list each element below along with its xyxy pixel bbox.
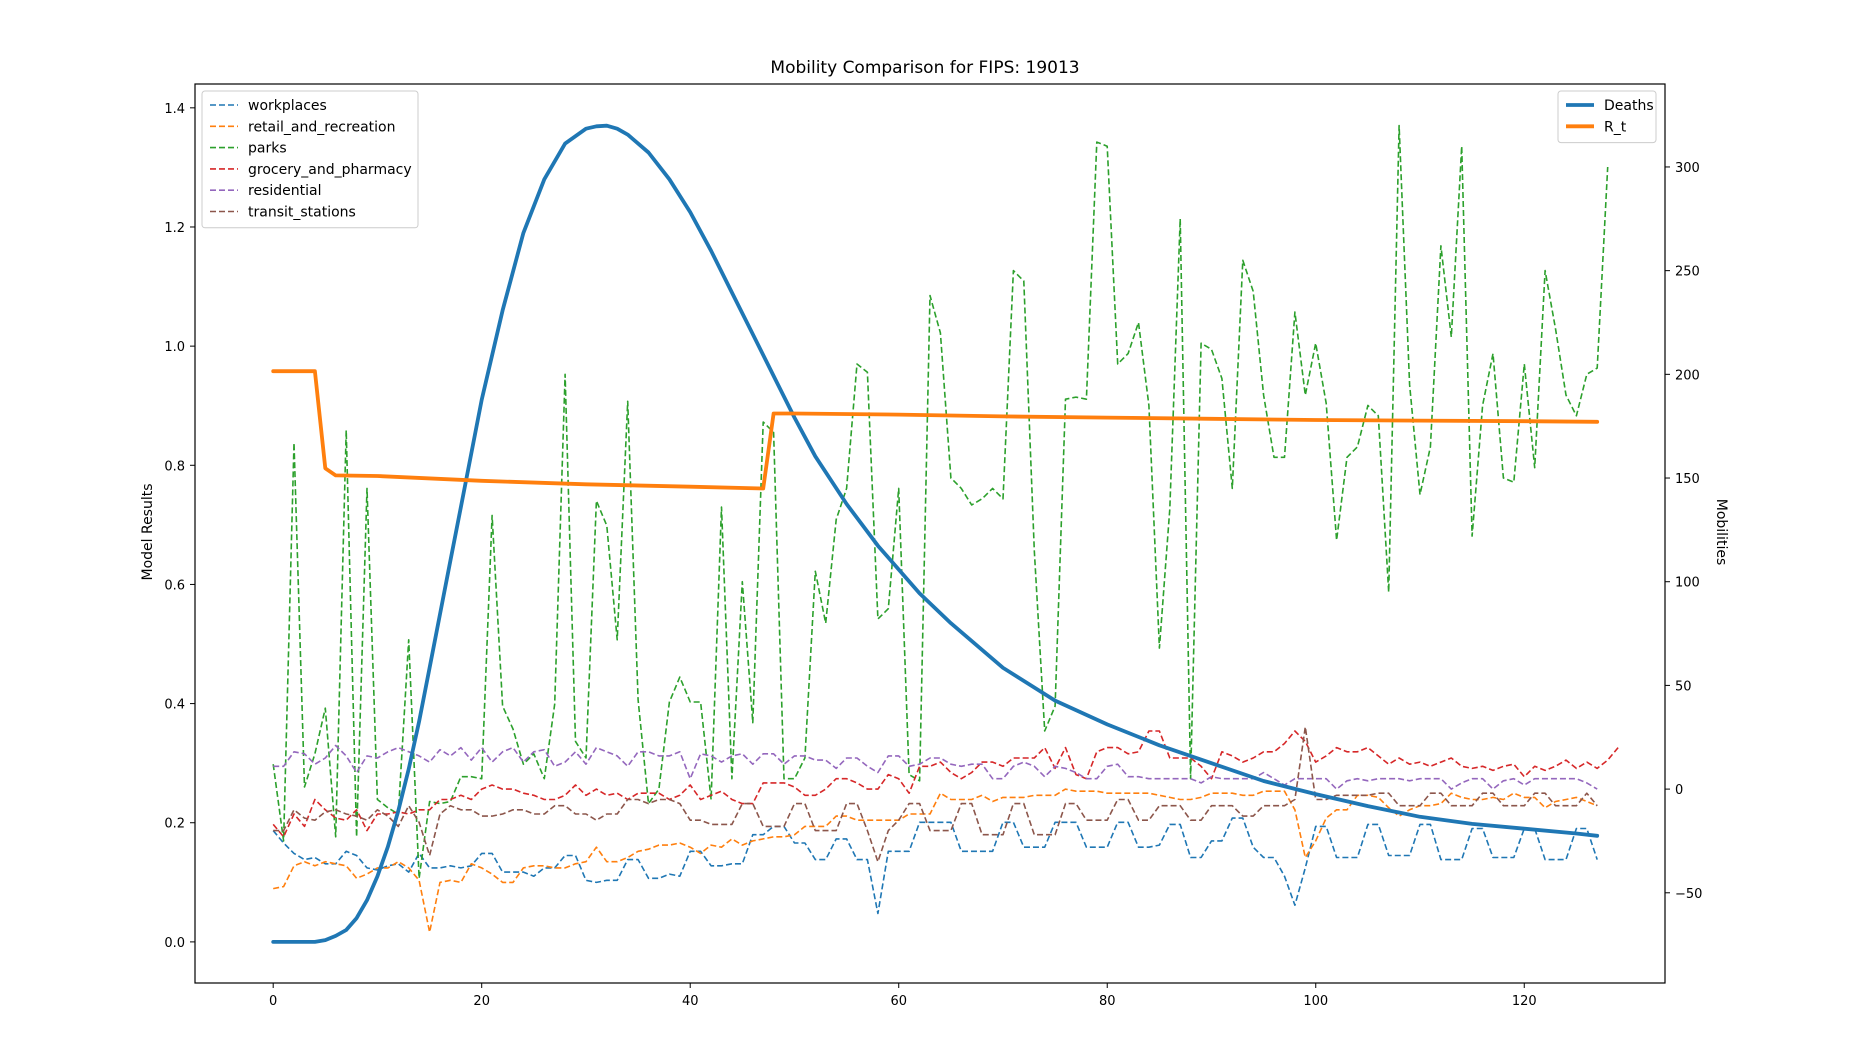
series-layer [271,123,1619,944]
left-y-tick-label: 1.2 [164,221,185,236]
series-line-workplaces [272,817,1598,915]
chart-title: Mobility Comparison for FIPS: 19013 [770,58,1079,78]
right-axis-label: Mobilities [1713,499,1729,566]
left-y-tick-label: 0.2 [164,817,185,832]
right-y-tick-label: 200 [1675,368,1700,383]
legend-label: parks [248,141,287,157]
plot-frame [194,83,1666,984]
right-y-tick-label: 0 [1675,783,1683,798]
series-line-parks [272,124,1609,880]
legend-label: grocery_and_pharmacy [248,162,412,178]
legend-label: retail_and_recreation [248,119,395,135]
right-y-tick-label: −50 [1675,887,1702,902]
right-y-tick-label: 100 [1675,576,1700,591]
legend-label: R_t [1604,119,1627,135]
series-line-grocery-and-pharmacy [272,730,1619,838]
left-y-tick-label: 1.0 [164,340,185,355]
axes-layer: 0 20 40 60 80 100 120 0.0 0.2 0.4 0.6 0.8 1.0 1.2 1.4 −… [164,83,1702,1009]
right-y-tick-label: 50 [1675,679,1692,694]
x-tick-label: 0 [269,994,277,1009]
x-tick-label: 100 [1303,994,1328,1009]
left-y-tick-label: 0.8 [164,459,185,474]
right-y-tick-label: 150 [1675,472,1700,487]
series-line-residential [273,744,1598,790]
left-y-tick-label: 0.0 [164,936,185,951]
x-tick-label: 60 [890,994,907,1009]
right-y-tick-label: 300 [1675,161,1700,176]
series-line-transit-stations [273,726,1598,863]
series-line-r-t [271,369,1600,491]
legend-label: workplaces [248,98,327,114]
x-tick-label: 20 [473,994,490,1009]
x-tick-label: 80 [1099,994,1116,1009]
x-tick-label: 40 [682,994,699,1009]
left-axis-label: Model Results [140,483,156,580]
right-y-tick-label: 250 [1675,265,1700,280]
legend-label: transit_stations [248,205,356,221]
left-y-tick-label: 0.6 [164,578,185,593]
left-y-tick-label: 1.4 [164,102,185,117]
legend-label: Deaths [1604,98,1654,114]
x-tick-label: 120 [1512,994,1537,1009]
legend-label: residential [248,183,321,199]
series-line-deaths [271,123,1600,944]
left-y-tick-label: 0.4 [164,698,185,713]
series-line-retail-and-recreation [273,788,1598,934]
legend-box-mobility [201,90,419,229]
